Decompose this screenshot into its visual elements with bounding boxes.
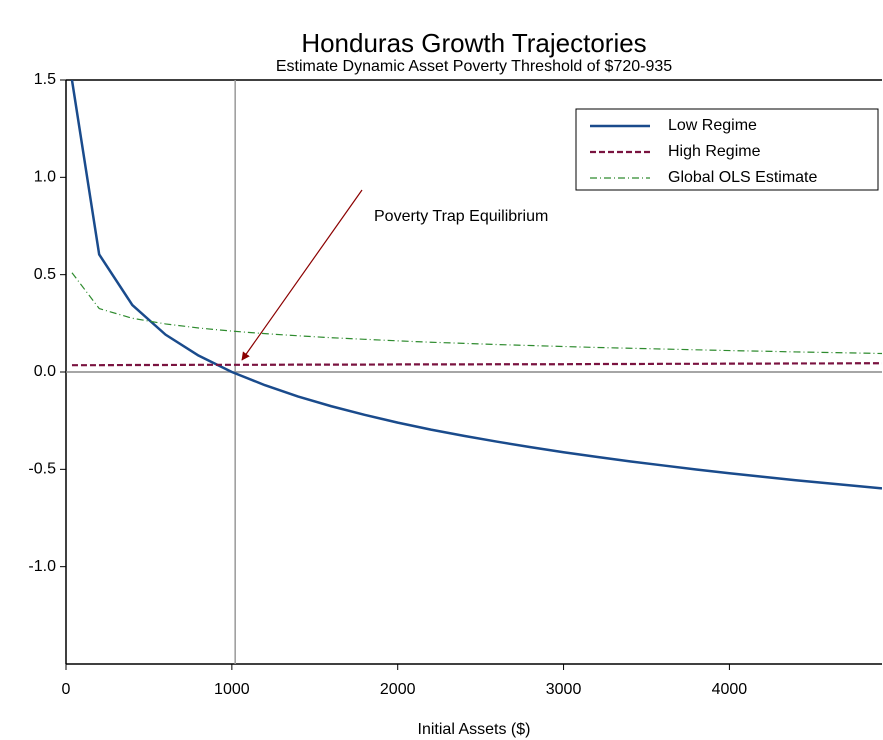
x-tick-label: 0 (62, 681, 71, 698)
legend-box (575, 108, 879, 191)
y-tick-label: -0.5 (28, 461, 56, 478)
y-tick-label: 0.5 (34, 266, 56, 283)
x-tick-label: 3000 (546, 681, 582, 698)
chart-subtitle: Estimate Dynamic Asset Poverty Threshold… (276, 58, 672, 75)
chart-title: Honduras Growth Trajectories (301, 28, 646, 58)
series-line (71, 272, 882, 355)
annotation-arrow (241, 189, 363, 361)
y-tick-label: 1.0 (34, 169, 56, 186)
y-tick-label: -1.0 (28, 558, 56, 575)
legend-label: Low Regime (668, 117, 757, 134)
series-line (71, 362, 882, 367)
x-tick-label: 2000 (380, 681, 416, 698)
legend-label: Global OLS Estimate (668, 169, 818, 186)
annotation: Poverty Trap Equilibrium (374, 208, 548, 225)
legend-label: High Regime (668, 143, 761, 160)
y-tick-label: 1.5 (34, 71, 56, 88)
x-tick-label: 1000 (214, 681, 250, 698)
x-axis-label: Initial Assets ($) (418, 721, 531, 738)
y-tick-label: 0.0 (34, 363, 56, 380)
series-line (70, 80, 882, 490)
x-tick-label: 4000 (712, 681, 748, 698)
plot-area (66, 80, 882, 664)
